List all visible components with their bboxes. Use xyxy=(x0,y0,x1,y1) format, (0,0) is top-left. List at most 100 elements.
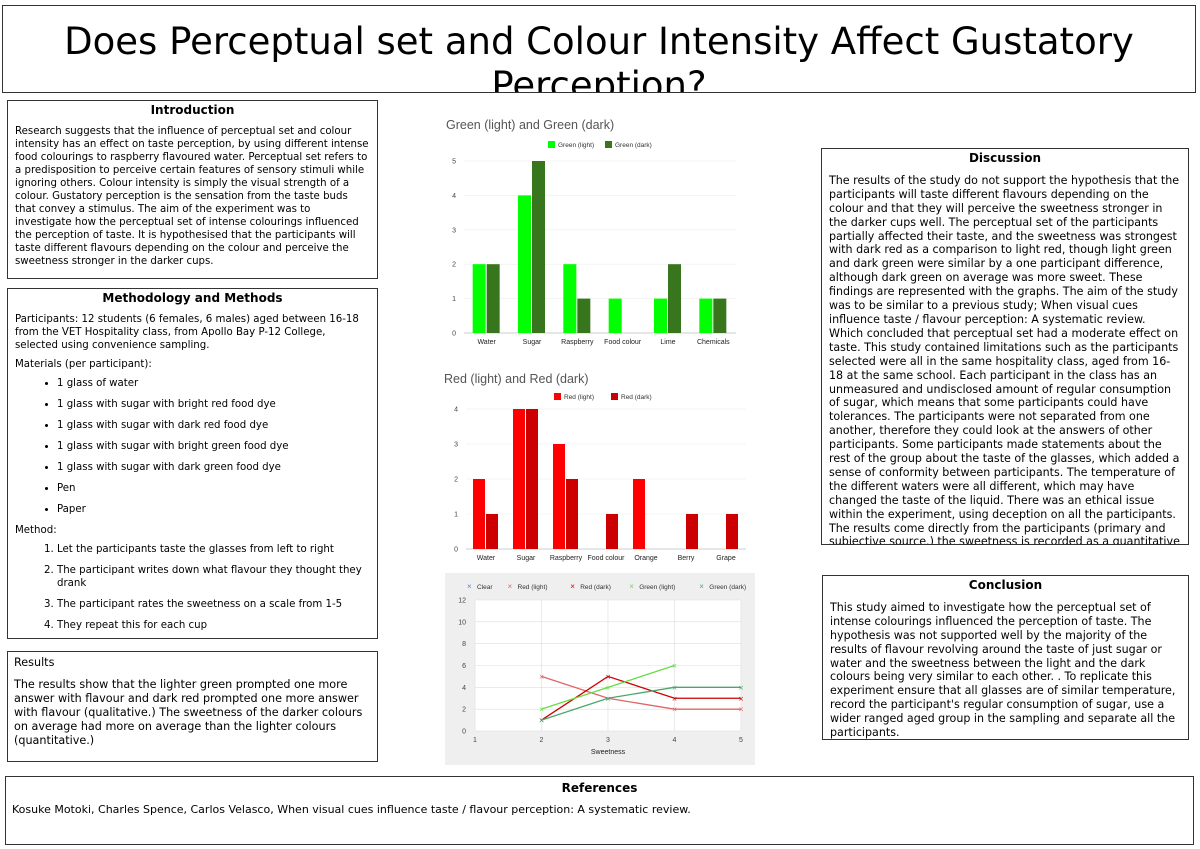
series-line xyxy=(541,675,741,710)
list-item: The participant rates the sweetness on a… xyxy=(57,598,370,611)
x-tick-label: Raspberry xyxy=(561,339,594,346)
x-tick-label: 4 xyxy=(673,737,677,744)
discussion-text: The results of the study do not support … xyxy=(829,173,1180,545)
conclusion-section: Conclusion This study aimed to investiga… xyxy=(822,575,1189,740)
bar xyxy=(699,298,713,333)
conclusion-text: This study aimed to investigate how the … xyxy=(830,600,1176,740)
bar xyxy=(606,514,618,549)
legend-swatch xyxy=(548,141,555,148)
y-tick-label: 6 xyxy=(462,663,466,670)
data-point: × xyxy=(539,673,545,681)
x-tick-label: 5 xyxy=(739,737,743,744)
bar xyxy=(713,298,727,333)
method-steps: Let the participants taste the glasses f… xyxy=(15,543,370,632)
data-point: × xyxy=(672,695,678,703)
list-item: Pen xyxy=(57,482,370,495)
methodology-heading: Methodology and Methods xyxy=(102,291,283,305)
legend-swatch xyxy=(554,393,561,400)
x-tick-label: 1 xyxy=(473,737,477,744)
chart-title: Green (light) and Green (dark) xyxy=(446,118,614,132)
conclusion-heading: Conclusion xyxy=(968,578,1043,592)
participants-text: Participants: 12 students (6 females, 6 … xyxy=(15,314,359,351)
data-point: × xyxy=(539,717,545,725)
y-tick-label: 3 xyxy=(454,442,458,449)
method-label: Method: xyxy=(15,525,57,536)
legend-swatch xyxy=(605,141,612,148)
poster-title: Does Perceptual set and Colour Intensity… xyxy=(64,20,1134,93)
list-item: They repeat this for each cup xyxy=(57,619,370,632)
data-point: × xyxy=(738,684,744,692)
bar xyxy=(518,195,531,333)
bar xyxy=(526,409,538,549)
legend-label: Red (dark) xyxy=(621,394,652,401)
y-tick-label: 4 xyxy=(452,193,456,200)
x-tick-label: Raspberry xyxy=(550,555,583,562)
data-point: × xyxy=(605,673,611,681)
discussion-heading: Discussion xyxy=(968,151,1042,165)
discussion-section: Discussion The results of the study do n… xyxy=(821,148,1189,545)
bar xyxy=(608,298,622,333)
list-item: 1 glass with sugar with dark red food dy… xyxy=(57,419,370,432)
y-tick-label: 2 xyxy=(452,262,456,269)
series-line xyxy=(541,686,741,721)
chart-title: Red (light) and Red (dark) xyxy=(444,372,589,386)
list-item: 1 glass of water xyxy=(57,377,370,390)
x-tick-label: Water xyxy=(477,555,496,562)
legend-marker: × xyxy=(467,582,472,591)
legend-marker: × xyxy=(570,582,575,591)
y-tick-label: 1 xyxy=(452,296,456,303)
list-item: Let the participants taste the glasses f… xyxy=(57,543,370,556)
x-tick-label: Food colour xyxy=(588,555,626,562)
y-tick-label: 2 xyxy=(454,477,458,484)
bar xyxy=(566,479,578,549)
x-tick-label: Berry xyxy=(678,555,695,562)
references-heading: References xyxy=(561,781,638,795)
red-bar-chart: Red (light) and Red (dark) Red (light) Red… xyxy=(444,372,746,562)
bar xyxy=(577,298,591,333)
bar xyxy=(668,264,681,333)
y-tick-label: 2 xyxy=(462,707,466,714)
x-axis-label: Sweetness xyxy=(591,749,626,756)
legend-label: Red (light) xyxy=(564,394,594,401)
methodology-section: Methodology and Methods Participants: 12… xyxy=(7,288,378,639)
green-bar-chart: Green (light) and Green (dark) Green (lig… xyxy=(446,118,736,346)
introduction-text: Research suggests that the influence of … xyxy=(15,126,369,267)
y-tick-label: 0 xyxy=(454,547,458,554)
x-tick-label: Sugar xyxy=(517,555,536,562)
bar xyxy=(654,298,667,333)
x-tick-label: Orange xyxy=(634,555,657,562)
y-tick-label: 4 xyxy=(462,685,466,692)
legend-marker: × xyxy=(508,582,513,591)
legend-label: Green (light) xyxy=(639,584,675,591)
references-text: Kosuke Motoki, Charles Spence, Carlos Ve… xyxy=(12,803,691,816)
data-point: × xyxy=(672,706,678,714)
results-section: Results The results show that the lighte… xyxy=(7,651,378,762)
legend-swatch xyxy=(611,393,618,400)
y-tick-label: 12 xyxy=(458,598,466,605)
x-tick-label: Water xyxy=(477,339,496,346)
list-item: Paper xyxy=(57,503,370,516)
y-tick-label: 0 xyxy=(452,331,456,338)
references-section: References Kosuke Motoki, Charles Spence… xyxy=(5,776,1194,845)
y-tick-label: 4 xyxy=(454,407,458,414)
y-tick-label: 3 xyxy=(452,227,456,234)
x-tick-label: 3 xyxy=(606,737,610,744)
results-text: The results show that the lighter green … xyxy=(14,678,363,747)
x-tick-label: Chemicals xyxy=(697,339,730,346)
bar xyxy=(563,264,577,333)
bar xyxy=(633,479,645,549)
title-box: Does Perceptual set and Colour Intensity… xyxy=(2,5,1196,93)
data-point: × xyxy=(605,684,611,692)
data-point: × xyxy=(539,717,545,725)
bar xyxy=(553,444,565,549)
data-point: × xyxy=(738,695,744,703)
legend-label: Red (dark) xyxy=(580,584,611,591)
bar xyxy=(726,514,738,549)
introduction-section: Introduction Research suggests that the … xyxy=(7,100,378,279)
bar xyxy=(473,479,485,549)
legend-marker: × xyxy=(629,582,634,591)
list-item: 1 glass with sugar with bright red food … xyxy=(57,398,370,411)
y-tick-label: 8 xyxy=(462,641,466,648)
materials-label: Materials (per participant): xyxy=(15,359,152,370)
